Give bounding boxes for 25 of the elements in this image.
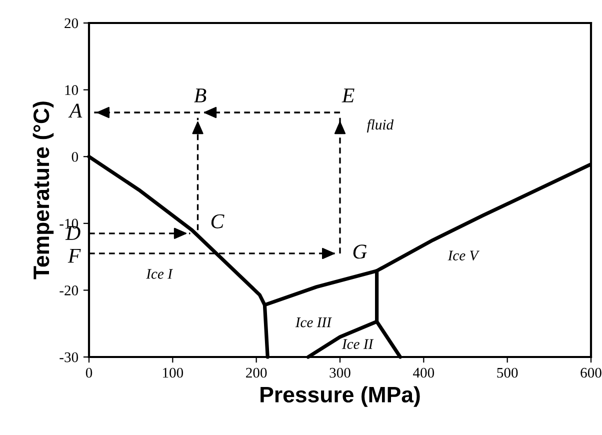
x-tick-label: 500 — [497, 368, 518, 378]
annotation: F — [68, 248, 81, 263]
x-tick-label: 0 — [86, 368, 92, 378]
x-tick-label: 200 — [246, 368, 267, 378]
y-tick-label: -20 — [60, 286, 78, 296]
y-tick-label: 20 — [64, 18, 78, 28]
y-tick-label: 0 — [72, 152, 78, 162]
x-tick-label: 400 — [413, 368, 434, 378]
annotation: G — [353, 244, 367, 259]
x-tick-label: 300 — [330, 368, 350, 378]
annotation: E — [342, 88, 354, 102]
x-axis-title: Pressure (MPa) — [260, 386, 420, 407]
annotation: Ice II — [342, 339, 374, 349]
annotation: Ice III — [295, 318, 332, 328]
y-tick-label: -30 — [60, 352, 78, 362]
x-tick-label: 100 — [163, 368, 184, 378]
annotation: fluid — [366, 119, 394, 133]
annotation: C — [211, 214, 224, 228]
x-tick-label: 600 — [580, 368, 602, 378]
annotation: B — [194, 88, 206, 102]
annotation: A — [68, 104, 82, 118]
annotation: Ice I — [146, 269, 173, 279]
annotation: Ice V — [448, 250, 480, 261]
y-axis-title: Temperature (°C) — [32, 102, 54, 280]
y-tick-label: 10 — [65, 85, 78, 96]
